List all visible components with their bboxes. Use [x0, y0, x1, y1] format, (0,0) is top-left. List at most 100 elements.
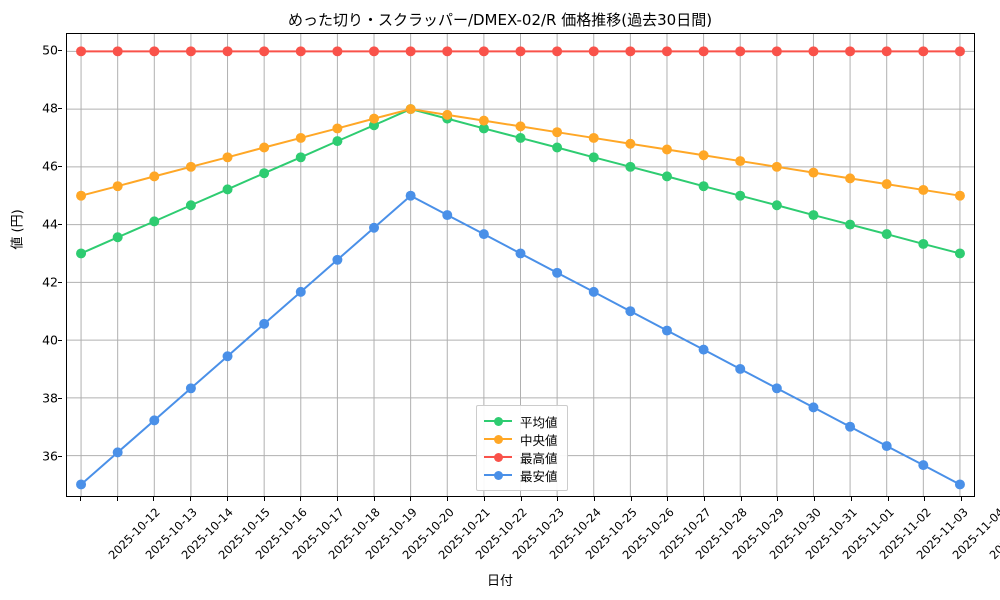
data-point: [698, 181, 709, 192]
data-point: [881, 441, 892, 452]
x-tick-mark: [373, 497, 375, 501]
data-point: [369, 46, 380, 57]
legend-item: 最安値: [484, 466, 558, 484]
data-point: [625, 138, 636, 149]
data-point: [259, 168, 270, 179]
data-point: [478, 46, 489, 57]
data-point: [442, 109, 453, 120]
x-tick-mark: [226, 497, 228, 501]
x-tick-mark: [447, 497, 449, 501]
x-tick-mark: [887, 497, 889, 501]
data-point: [735, 46, 746, 57]
data-point: [625, 161, 636, 172]
y-tick-label: 50: [42, 42, 58, 58]
data-point: [185, 383, 196, 394]
data-point: [332, 46, 343, 57]
y-tick-label: 44: [42, 216, 58, 232]
y-tick-label: 48: [42, 100, 58, 116]
x-tick-mark: [263, 497, 265, 501]
series-2: [76, 46, 965, 57]
data-point: [295, 132, 306, 143]
legend-label: 中央値: [520, 432, 558, 448]
y-tick-mark: [58, 456, 62, 458]
data-point: [552, 46, 563, 57]
series-1: [76, 104, 965, 201]
data-point: [405, 104, 416, 115]
data-point: [918, 460, 929, 471]
data-point: [185, 200, 196, 211]
x-tick-mark: [520, 497, 522, 501]
legend-label: 最高値: [520, 450, 558, 466]
data-point: [222, 152, 233, 163]
y-tick-mark: [58, 108, 62, 110]
legend-item: 平均値: [484, 412, 558, 430]
data-point: [625, 46, 636, 57]
data-point: [76, 248, 87, 259]
data-point: [954, 479, 965, 490]
x-tick-mark: [483, 497, 485, 501]
data-point: [552, 127, 563, 138]
x-tick-mark: [116, 497, 118, 501]
data-point: [588, 132, 599, 143]
data-point: [295, 286, 306, 297]
y-tick-mark: [58, 282, 62, 284]
data-point: [808, 402, 819, 413]
plot-svg: [67, 34, 974, 496]
x-tick-mark: [557, 497, 559, 501]
data-point: [478, 229, 489, 240]
data-point: [771, 161, 782, 172]
data-point: [735, 363, 746, 374]
data-point: [369, 113, 380, 124]
data-point: [222, 46, 233, 57]
data-point: [735, 156, 746, 167]
data-point: [149, 171, 160, 182]
y-axis-tick-labels: 36 38 40 42 44 46 48 50: [14, 33, 58, 497]
data-point: [442, 210, 453, 221]
y-tick-mark: [58, 50, 62, 52]
data-point: [881, 46, 892, 57]
data-point: [588, 46, 599, 57]
legend-item: 最高値: [484, 448, 558, 466]
data-point: [698, 150, 709, 161]
legend-label: 最安値: [520, 468, 558, 484]
x-tick-mark: [667, 497, 669, 501]
data-point: [76, 46, 87, 57]
data-point: [369, 222, 380, 233]
gridlines: [67, 34, 974, 496]
data-point: [771, 46, 782, 57]
data-point: [259, 142, 270, 153]
data-point: [332, 136, 343, 147]
x-tick-mark: [704, 497, 705, 501]
data-point: [332, 254, 343, 265]
legend-marker-icon: [484, 450, 512, 464]
data-point: [552, 267, 563, 278]
data-point: [845, 219, 856, 230]
y-tick-mark: [58, 166, 62, 168]
data-point: [588, 152, 599, 163]
data-point: [478, 115, 489, 126]
data-point: [76, 190, 87, 201]
data-point: [735, 190, 746, 201]
y-tick-label: 40: [42, 332, 58, 348]
data-point: [808, 46, 819, 57]
data-point: [918, 184, 929, 195]
data-point: [954, 190, 965, 201]
data-point: [661, 171, 672, 182]
data-point: [112, 447, 123, 458]
data-point: [918, 46, 929, 57]
data-point: [295, 46, 306, 57]
data-point: [808, 210, 819, 221]
x-tick-mark: [924, 497, 926, 501]
y-tick-label: 46: [42, 158, 58, 174]
data-point: [515, 132, 526, 143]
data-point: [588, 286, 599, 297]
x-tick-mark: [336, 497, 338, 501]
data-point: [332, 123, 343, 134]
data-point: [76, 479, 87, 490]
data-point: [698, 344, 709, 355]
x-tick-mark: [814, 497, 816, 501]
x-axis-title: 日付: [486, 574, 513, 589]
data-point: [405, 190, 416, 201]
series-0: [76, 104, 965, 259]
